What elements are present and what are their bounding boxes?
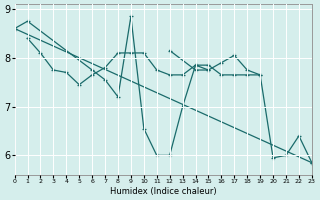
X-axis label: Humidex (Indice chaleur): Humidex (Indice chaleur) — [110, 187, 217, 196]
